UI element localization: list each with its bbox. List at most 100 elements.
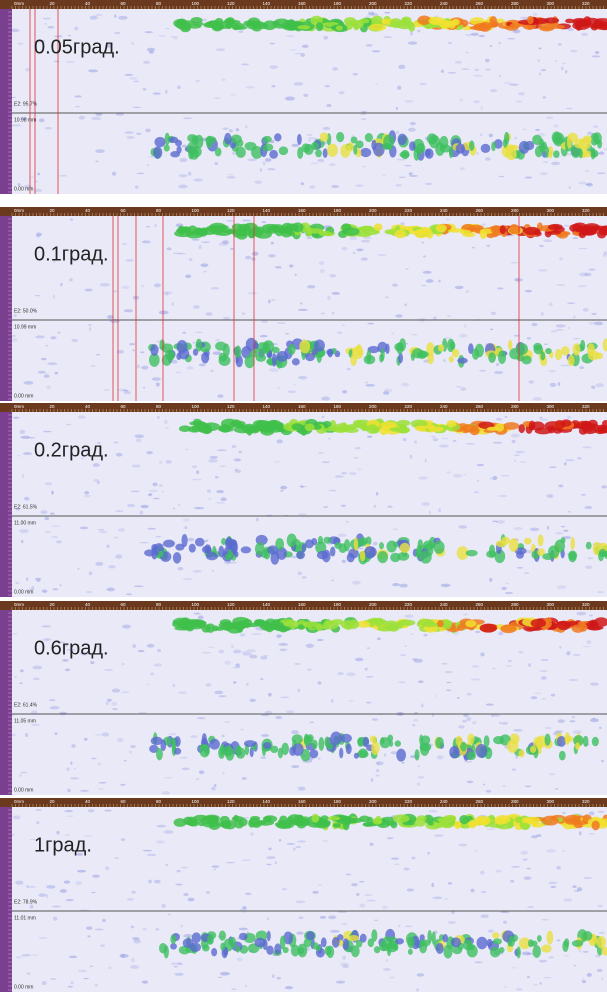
- bottom-echo: [538, 534, 544, 546]
- noise-speckle: [546, 116, 554, 118]
- noise-speckle: [499, 176, 504, 178]
- noise-speckle: [485, 68, 491, 71]
- noise-speckle: [171, 302, 174, 306]
- noise-speckle: [287, 843, 295, 845]
- noise-speckle: [27, 886, 36, 888]
- noise-speckle: [249, 699, 255, 702]
- top-echo: [460, 230, 471, 235]
- noise-speckle: [124, 74, 133, 76]
- noise-speckle: [245, 892, 251, 895]
- noise-speckle: [364, 894, 372, 896]
- noise-speckle: [516, 988, 523, 990]
- bottom-echo: [545, 734, 551, 746]
- bottom-echo: [481, 144, 491, 153]
- ruler-label: 160: [298, 602, 306, 607]
- noise-speckle: [467, 781, 474, 784]
- noise-speckle: [482, 223, 486, 225]
- top-echo: [292, 222, 304, 232]
- top-echo: [254, 619, 265, 624]
- noise-speckle: [446, 219, 450, 221]
- bottom-echo: [587, 343, 595, 356]
- noise-speckle: [84, 289, 92, 292]
- noise-speckle: [376, 492, 378, 495]
- noise-speckle: [588, 833, 594, 835]
- top-echo: [224, 20, 240, 25]
- noise-speckle: [520, 851, 528, 855]
- noise-speckle: [45, 482, 52, 485]
- noise-speckle: [431, 883, 434, 887]
- noise-speckle: [193, 341, 195, 343]
- noise-speckle: [289, 49, 297, 50]
- noise-speckle: [47, 385, 51, 389]
- bottom-echo: [363, 737, 370, 747]
- noise-speckle: [597, 172, 606, 174]
- ruler-label: 60: [121, 799, 127, 804]
- noise-speckle: [332, 292, 340, 295]
- noise-speckle: [91, 117, 101, 120]
- noise-speckle: [50, 978, 57, 980]
- noise-speckle: [410, 455, 412, 459]
- noise-speckle: [242, 652, 252, 655]
- noise-speckle: [540, 312, 543, 316]
- noise-speckle: [490, 45, 493, 47]
- ruler-label: 220: [405, 602, 413, 607]
- noise-speckle: [96, 354, 100, 356]
- bottom-echo: [354, 753, 359, 759]
- top-echo: [560, 231, 571, 235]
- ruler-label: 180: [334, 602, 342, 607]
- ruler-label: 140: [263, 1, 271, 6]
- noise-speckle: [19, 430, 25, 434]
- noise-speckle: [509, 83, 519, 85]
- noise-speckle: [306, 134, 312, 136]
- noise-speckle: [421, 285, 427, 286]
- noise-speckle: [232, 445, 237, 448]
- noise-speckle: [513, 729, 522, 732]
- noise-speckle: [143, 88, 147, 90]
- noise-speckle: [89, 327, 91, 331]
- bottom-echo: [389, 941, 396, 948]
- noise-speckle: [141, 366, 148, 370]
- noise-speckle: [332, 312, 334, 315]
- noise-speckle: [230, 94, 236, 96]
- noise-speckle: [212, 570, 214, 571]
- noise-speckle: [439, 444, 449, 447]
- noise-speckle: [275, 861, 277, 864]
- bottom-echo: [432, 931, 436, 945]
- noise-speckle: [215, 476, 219, 478]
- noise-speckle: [277, 322, 286, 324]
- top-echo: [238, 224, 250, 231]
- noise-speckle: [247, 158, 257, 161]
- ruler-label: 180: [334, 404, 342, 409]
- noise-speckle: [145, 129, 151, 132]
- noise-speckle: [95, 984, 98, 987]
- bottom-echo: [519, 141, 530, 154]
- noise-speckle: [447, 471, 451, 473]
- top-echo: [518, 424, 525, 433]
- bottom-echo: [583, 931, 593, 941]
- noise-speckle: [581, 33, 588, 36]
- bottom-echo: [575, 742, 580, 749]
- noise-speckle: [564, 955, 570, 956]
- noise-speckle: [588, 268, 595, 270]
- bottom-echo: [170, 935, 176, 945]
- noise-speckle: [249, 655, 257, 658]
- noise-speckle: [412, 724, 416, 726]
- noise-speckle: [209, 456, 217, 459]
- noise-speckle: [52, 588, 58, 590]
- top-echo: [246, 426, 252, 435]
- noise-speckle: [223, 772, 225, 775]
- bottom-echo: [211, 948, 217, 956]
- noise-speckle: [260, 168, 263, 172]
- noise-speckle: [217, 449, 227, 451]
- bottom-echo: [276, 351, 288, 362]
- top-echo: [474, 816, 490, 826]
- noise-speckle: [337, 672, 343, 675]
- top-echo: [415, 426, 427, 431]
- noise-speckle: [441, 70, 444, 73]
- noise-speckle: [99, 788, 104, 790]
- noise-speckle: [309, 185, 315, 188]
- noise-speckle: [584, 506, 592, 509]
- gate-reading: E2: 50.0%: [14, 308, 38, 314]
- noise-speckle: [149, 490, 158, 492]
- top-echo: [544, 17, 559, 23]
